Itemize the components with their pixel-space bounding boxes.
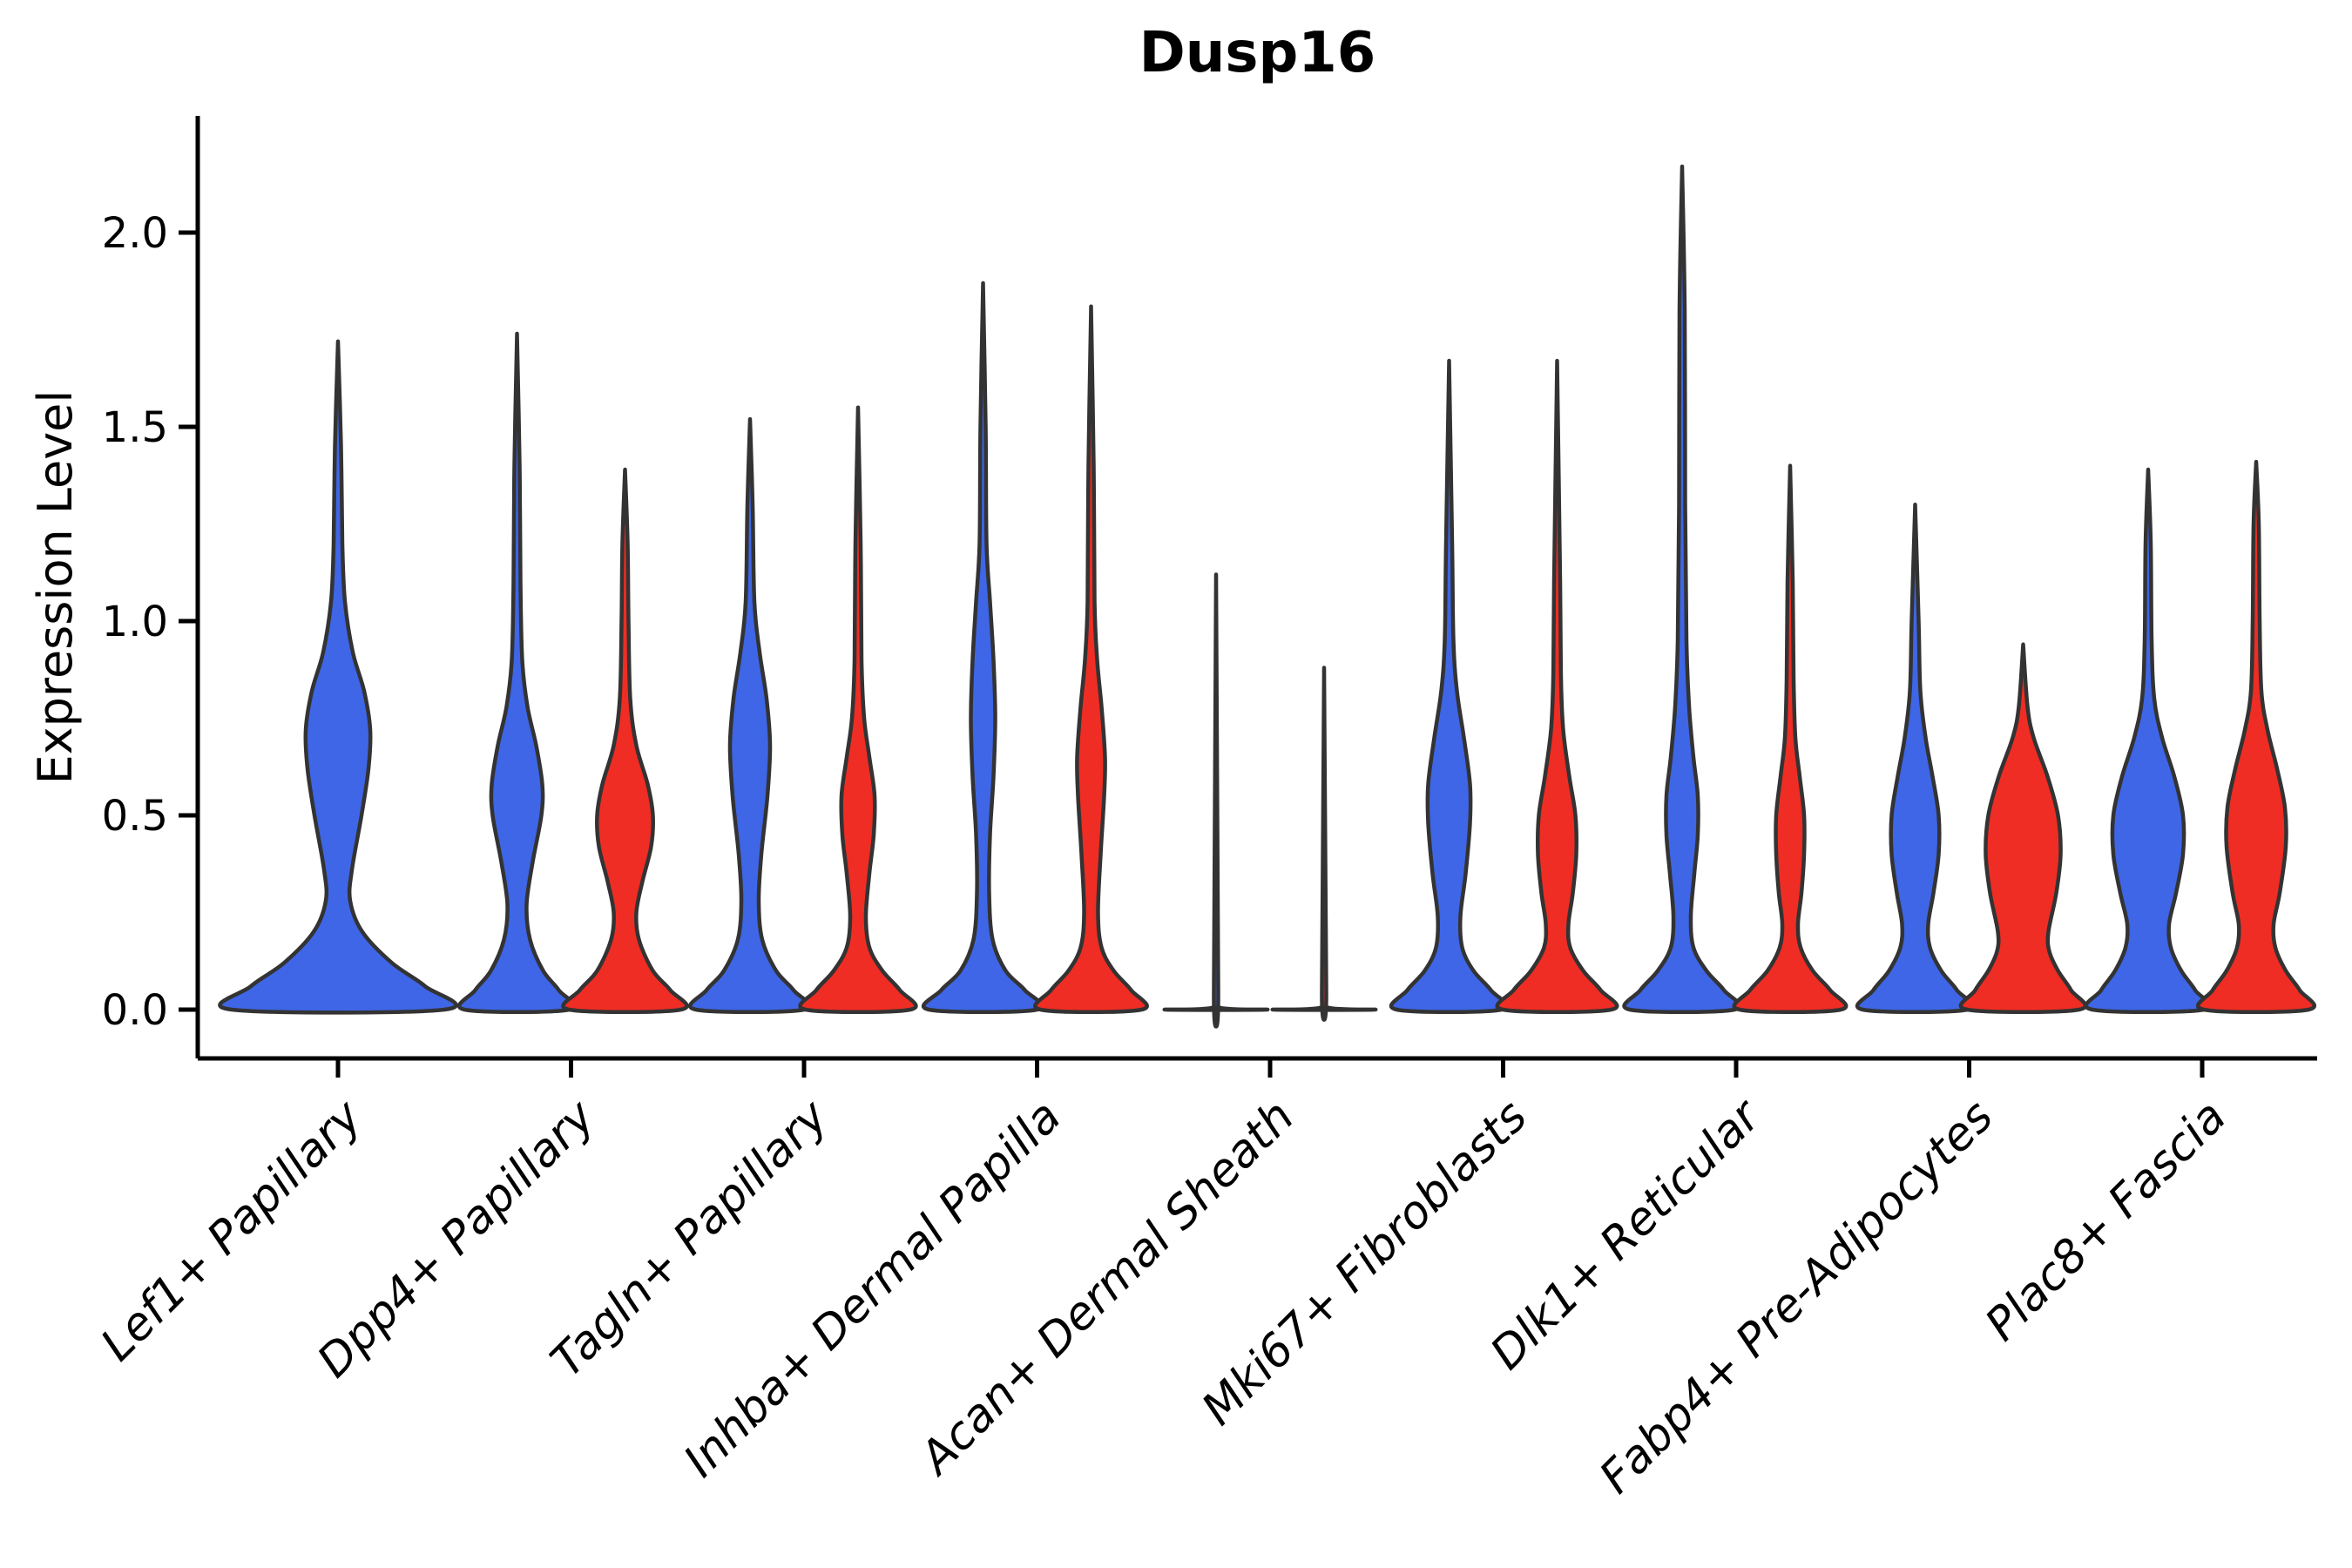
violin-lef1-papillary-blue xyxy=(218,339,458,1015)
y-axis-label: Expression Level xyxy=(28,390,83,785)
x-tick-label-plac8-fascia: Plac8+ Fascia xyxy=(1976,1091,2236,1351)
x-tick-label-inhba-dermal-papilla: Inhba+ Dermal Papilla xyxy=(674,1091,1071,1488)
violin-dpp4-papillary-blue xyxy=(456,331,578,1015)
violin-mki67-fibroblasts-red xyxy=(1495,358,1619,1015)
plot-title: Dusp16 xyxy=(1139,21,1376,85)
violin-mki67-fibroblasts-blue xyxy=(1389,358,1510,1015)
violin-plac8-fascia-blue xyxy=(2084,467,2213,1015)
violin-dlk1-reticular-blue xyxy=(1622,164,1742,1015)
x-tick-label-fabp4-pre-adipocytes: Fabp4+ Pre-Adipocytes xyxy=(1590,1091,2004,1504)
x-tick-label-acan-dermal-sheath: Acan+ Dermal Sheath xyxy=(909,1091,1304,1486)
violin-plac8-fascia-red xyxy=(2195,459,2317,1015)
y-tick-label: 2.0 xyxy=(102,209,168,258)
violin-dpp4-papillary-red xyxy=(561,467,689,1015)
violin-dlk1-reticular-red xyxy=(1732,463,1848,1015)
y-tick-label: 0.0 xyxy=(102,986,168,1035)
violin-inhba-dermal-papilla-blue xyxy=(921,280,1045,1015)
violin-inhba-dermal-papilla-red xyxy=(1033,304,1149,1015)
y-tick-label: 1.0 xyxy=(102,598,168,646)
violin-tagln-papillary-red xyxy=(798,405,918,1015)
y-tick-label: 0.5 xyxy=(102,792,168,841)
y-tick-label: 1.5 xyxy=(102,403,168,452)
violin-fabp4-pre-adipocytes-red xyxy=(1958,642,2088,1015)
violin-acan-dermal-sheath-red xyxy=(1270,666,1378,1022)
violin-fabp4-pre-adipocytes-blue xyxy=(1855,502,1976,1015)
violin-tagln-papillary-blue xyxy=(687,416,813,1015)
violin-acan-dermal-sheath-blue xyxy=(1162,572,1270,1029)
